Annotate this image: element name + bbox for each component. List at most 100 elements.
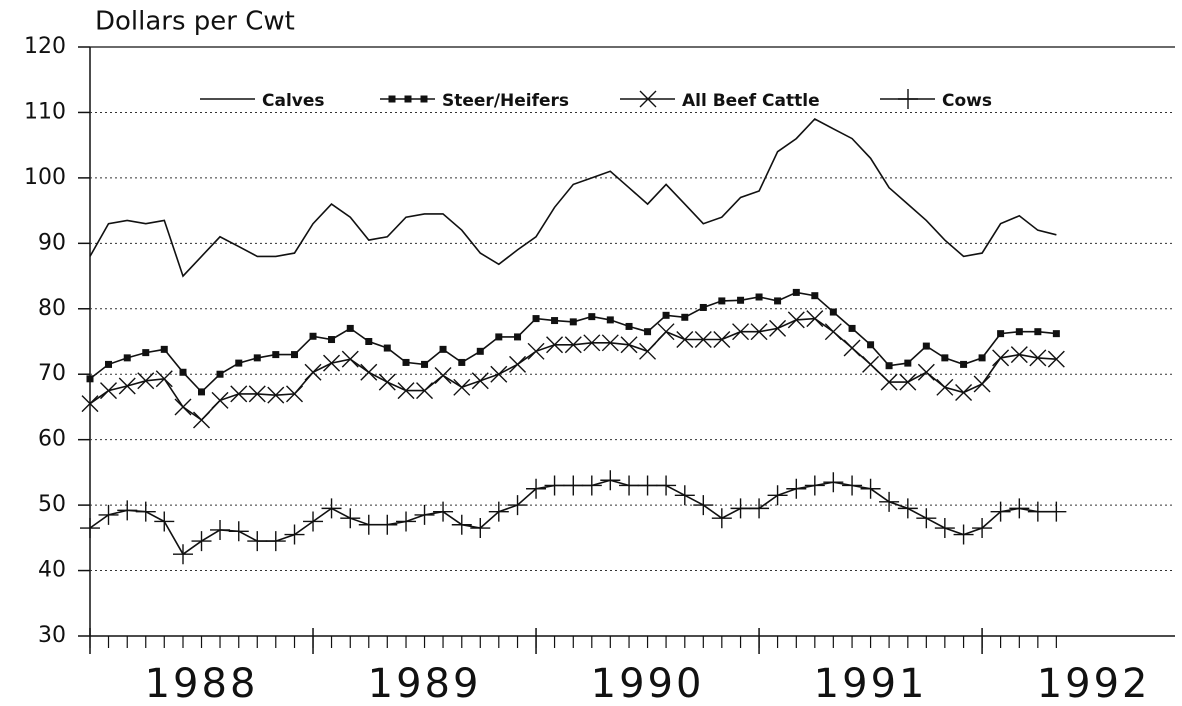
point-marker [997,330,1005,338]
point-marker [792,288,800,296]
point-marker [378,373,396,391]
point-marker [358,514,379,535]
point-marker [396,511,417,532]
point-marker [749,498,770,519]
y-tick-label: 100 [24,165,66,190]
point-marker [402,358,410,366]
point-marker [507,495,528,516]
point-marker [767,485,788,506]
point-marker [1029,349,1047,367]
point-marker [843,339,861,357]
point-marker [694,331,712,349]
point-marker [581,475,602,496]
point-marker [936,378,954,396]
point-marker [532,315,540,323]
point-marker [248,385,266,403]
point-marker [470,518,491,539]
point-marker [657,323,675,341]
point-marker [476,347,484,355]
point-marker [972,518,993,539]
point-marker [713,331,731,349]
point-marker [80,518,100,539]
point-marker [955,384,973,402]
point-marker [253,354,261,362]
point-marker [916,508,937,529]
point-marker [960,360,968,368]
point-marker [490,365,508,383]
point-marker [922,342,930,350]
point-marker [625,322,633,330]
point-marker [365,338,373,345]
point-marker [341,350,359,368]
x-tick-label: 1989 [368,661,482,706]
y-tick-label: 30 [38,623,66,648]
point-marker [973,375,991,393]
point-marker [230,385,248,403]
point-marker [897,498,918,519]
point-marker [453,378,471,396]
point-marker [414,504,435,525]
point-marker [583,334,601,352]
point-marker [644,328,652,336]
point-marker [1015,328,1023,336]
point-marker [1027,501,1048,522]
point-marker [619,475,640,496]
point-marker [247,531,268,552]
point-marker [755,293,763,301]
point-marker [829,308,837,316]
x-tick-label: 1992 [1037,661,1151,706]
point-marker [383,344,391,352]
y-tick-label: 90 [38,230,66,255]
point-marker [267,386,285,404]
point-marker [211,391,229,409]
point-marker [154,511,175,532]
point-marker [135,501,156,522]
point-marker [488,501,509,522]
point-marker [546,336,564,354]
point-marker [228,521,249,542]
series-line [89,317,1057,422]
point-marker [718,297,726,305]
point-marker [514,333,522,341]
point-marker [990,501,1011,522]
point-marker [340,508,361,529]
point-marker [495,333,503,341]
y-tick-label: 70 [38,361,66,386]
point-marker [286,385,304,403]
legend-label: Steer/Heifers [442,91,569,111]
point-marker [934,518,955,539]
point-marker [569,318,577,326]
y-tick-label: 60 [38,427,66,452]
point-marker [142,349,150,357]
point-marker [328,336,336,344]
point-marker [551,317,559,325]
point-marker [774,297,782,305]
point-marker [1010,346,1028,364]
point-marker [360,363,378,381]
point-marker [416,382,434,400]
point-marker [346,324,354,332]
legend-label: All Beef Cattle [682,91,820,111]
legend-marker [898,89,918,109]
point-marker [1047,350,1065,368]
point-marker [842,475,863,496]
point-marker [526,478,547,499]
point-marker [786,478,807,499]
point-marker [123,354,131,362]
point-marker [737,296,745,304]
point-marker [210,519,231,540]
point-marker [941,354,949,362]
point-marker [216,370,224,378]
point-marker [323,354,341,372]
point-marker [681,313,689,321]
point-marker [86,375,94,383]
point-marker [978,354,986,362]
point-marker [303,511,324,532]
point-marker [137,372,155,390]
y-tick-label: 80 [38,296,66,321]
point-marker [732,323,750,341]
point-marker [662,311,670,319]
point-marker [606,316,614,324]
point-marker [620,336,638,354]
